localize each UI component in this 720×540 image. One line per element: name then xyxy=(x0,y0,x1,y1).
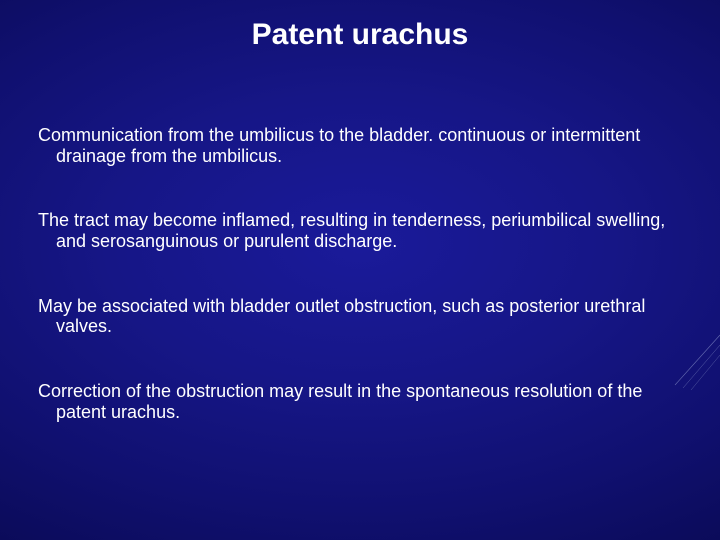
slide-title: Patent urachus xyxy=(0,18,720,52)
paragraph-4: Correction of the obstruction may result… xyxy=(38,381,682,422)
paragraph-3: May be associated with bladder outlet ob… xyxy=(38,296,682,337)
slide-body: Communication from the umbilicus to the … xyxy=(38,125,682,467)
paragraph-2: The tract may become inflamed, resulting… xyxy=(38,210,682,251)
paragraph-1: Communication from the umbilicus to the … xyxy=(38,125,682,166)
slide: Patent urachus Communication from the um… xyxy=(0,0,720,540)
